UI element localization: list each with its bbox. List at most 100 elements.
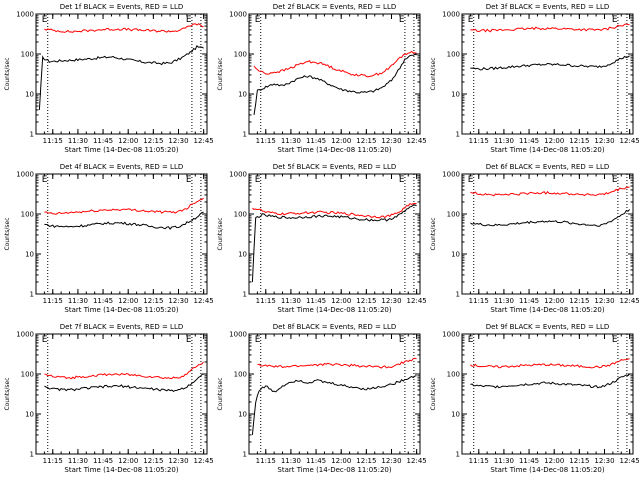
x-tick-label: 12:00	[331, 137, 351, 145]
x-tick-label: 11:15	[469, 457, 489, 465]
events-series-line	[470, 209, 630, 227]
panel-title: Det 4f BLACK = Events, RED = LLD	[60, 163, 183, 171]
x-axis-label: Start Time (14-Dec-08 11:05:20)	[490, 466, 604, 474]
lld-series-line	[44, 361, 204, 380]
x-tick-label: 12:30	[594, 137, 614, 145]
x-tick-label: 11:30	[68, 137, 88, 145]
y-tick-label: 1000	[16, 331, 34, 339]
x-tick-label: 11:30	[494, 137, 514, 145]
events-series-line	[251, 375, 417, 435]
marker-label: E	[186, 15, 192, 25]
x-tick-label: 11:15	[43, 457, 63, 465]
panel-title: Det 1f BLACK = Events, RED = LLD	[60, 3, 183, 11]
x-tick-label: 11:15	[43, 297, 63, 305]
detector-panel: Det 7f BLACK = Events, RED = LLD 1 10 100 10…	[4, 323, 213, 474]
x-tick-label: 11:15	[469, 297, 489, 305]
y-tick-label: 10	[25, 91, 34, 99]
lld-series-line	[470, 186, 630, 197]
x-tick-label: 12:15	[143, 297, 163, 305]
plot-frame	[461, 173, 634, 295]
x-tick-label: 12:15	[356, 297, 376, 305]
y-tick-label: 1	[243, 291, 247, 299]
plot-frame	[248, 333, 421, 455]
y-tick-label: 100	[234, 51, 247, 59]
y-tick-label: 1	[456, 131, 460, 139]
events-series-line	[44, 373, 204, 392]
detector-panel: Det 8f BLACK = Events, RED = LLD 1 10 100 10…	[217, 323, 426, 474]
y-tick-label: 1000	[16, 171, 34, 179]
y-tick-label: 1	[243, 131, 247, 139]
x-tick-label: 11:30	[494, 457, 514, 465]
marker-label: E	[42, 15, 48, 25]
y-tick-label: 1000	[442, 331, 460, 339]
marker-label: E	[255, 175, 261, 185]
x-tick-label: 11:45	[519, 457, 539, 465]
x-tick-label: 12:00	[331, 297, 351, 305]
y-axis-label: Counts/sec	[430, 217, 437, 250]
x-tick-label: 11:45	[519, 297, 539, 305]
y-tick-label: 1	[30, 291, 34, 299]
x-tick-label: 12:30	[381, 457, 401, 465]
panel-title: Det 6f BLACK = Events, RED = LLD	[486, 163, 609, 171]
x-tick-label: 12:45	[194, 137, 213, 145]
x-tick-label: 12:45	[620, 297, 639, 305]
x-tick-label: 11:15	[256, 457, 276, 465]
y-tick-label: 1000	[229, 11, 247, 19]
x-tick-label: 11:30	[68, 457, 88, 465]
y-tick-label: 100	[447, 51, 460, 59]
y-tick-label: 100	[447, 371, 460, 379]
x-tick-label: 12:00	[118, 297, 138, 305]
detector-panel: Det 6f BLACK = Events, RED = LLD 1 10 100 10…	[430, 163, 639, 314]
marker-label: E	[186, 175, 192, 185]
y-tick-label: 10	[238, 91, 247, 99]
lld-series-line	[257, 357, 417, 369]
x-tick-label: 11:15	[256, 137, 276, 145]
x-tick-label: 12:15	[569, 137, 589, 145]
panel-title: Det 3f BLACK = Events, RED = LLD	[486, 3, 609, 11]
plot-frame	[248, 173, 421, 295]
marker-label: E	[255, 335, 261, 345]
y-tick-label: 10	[25, 251, 34, 259]
marker-label: E	[468, 175, 474, 185]
x-tick-label: 12:00	[544, 137, 564, 145]
panel-title: Det 8f BLACK = Events, RED = LLD	[273, 323, 396, 331]
x-tick-label: 11:30	[281, 297, 301, 305]
y-tick-label: 1000	[16, 11, 34, 19]
y-tick-label: 100	[447, 211, 460, 219]
detector-panel: Det 9f BLACK = Events, RED = LLD 1 10 100 10…	[430, 323, 639, 474]
x-tick-label: 12:30	[168, 137, 188, 145]
y-axis-label: Counts/sec	[217, 217, 224, 250]
y-axis-label: Counts/sec	[217, 377, 224, 410]
detector-panel: Det 1f BLACK = Events, RED = LLD 1 10 100 10…	[4, 3, 213, 154]
y-tick-label: 1	[456, 451, 460, 459]
y-tick-label: 100	[234, 371, 247, 379]
y-axis-label: Counts/sec	[217, 57, 224, 90]
marker-label: E	[255, 15, 261, 25]
y-axis-label: Counts/sec	[430, 57, 437, 90]
x-tick-label: 12:30	[594, 457, 614, 465]
x-tick-label: 11:30	[68, 297, 88, 305]
detector-panel: Det 4f BLACK = Events, RED = LLD 1 10 100 10…	[4, 163, 213, 314]
y-tick-label: 10	[451, 411, 460, 419]
x-tick-label: 11:45	[93, 457, 113, 465]
x-tick-label: 12:15	[143, 137, 163, 145]
x-tick-label: 12:45	[620, 457, 639, 465]
lld-series-line	[253, 50, 417, 78]
x-tick-label: 11:30	[281, 137, 301, 145]
y-axis-label: Counts/sec	[430, 377, 437, 410]
y-axis-label: Counts/sec	[4, 377, 11, 410]
x-tick-label: 12:45	[620, 137, 639, 145]
y-tick-label: 1000	[229, 171, 247, 179]
x-tick-label: 12:15	[356, 457, 376, 465]
x-tick-label: 12:30	[168, 297, 188, 305]
x-axis-label: Start Time (14-Dec-08 11:05:20)	[64, 306, 178, 314]
y-tick-label: 1000	[442, 171, 460, 179]
y-tick-label: 100	[21, 371, 34, 379]
plot-frame	[461, 13, 634, 135]
x-tick-label: 12:30	[381, 137, 401, 145]
y-axis-label: Counts/sec	[4, 57, 11, 90]
y-tick-label: 100	[21, 211, 34, 219]
panel-title: Det 9f BLACK = Events, RED = LLD	[486, 323, 609, 331]
detector-panel: Det 2f BLACK = Events, RED = LLD 1 10 100 10…	[217, 3, 426, 154]
